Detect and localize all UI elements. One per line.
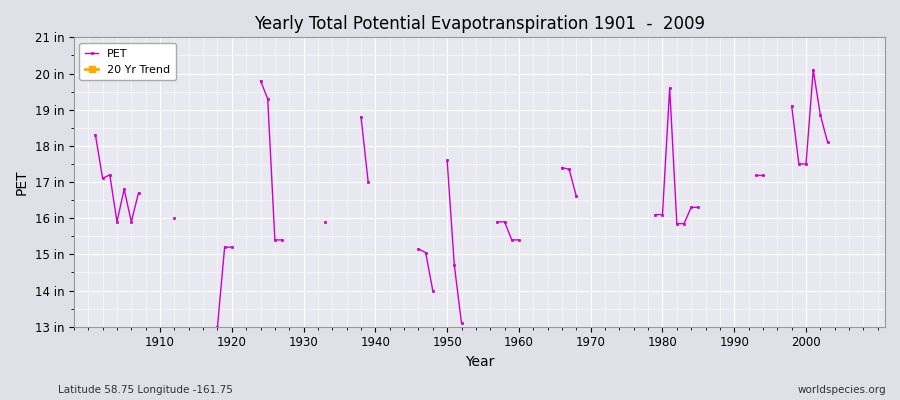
PET (104, 172, 115, 177)
PET (119, 187, 130, 192)
Text: worldspecies.org: worldspecies.org (798, 385, 886, 395)
PET (133, 190, 144, 195)
Text: Latitude 58.75 Longitude -161.75: Latitude 58.75 Longitude -161.75 (58, 385, 233, 395)
Y-axis label: PET: PET (15, 169, 29, 195)
PET (112, 220, 122, 224)
PET (126, 220, 137, 224)
X-axis label: Year: Year (464, 355, 494, 369)
PET (97, 176, 108, 181)
Line: PET: PET (94, 134, 140, 223)
PET (90, 133, 101, 138)
Title: Yearly Total Potential Evapotranspiration 1901  -  2009: Yearly Total Potential Evapotranspiratio… (254, 15, 705, 33)
Legend: PET, 20 Yr Trend: PET, 20 Yr Trend (79, 43, 176, 80)
